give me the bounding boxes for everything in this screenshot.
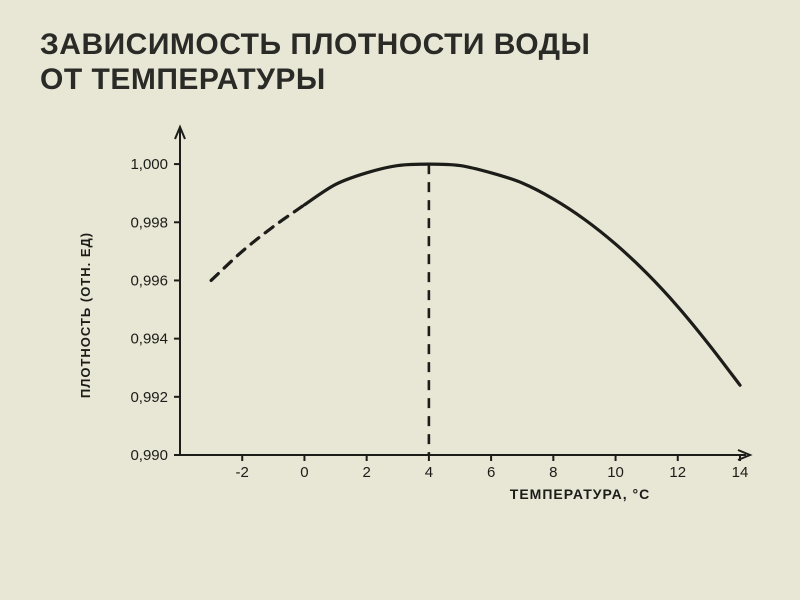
y-tick-label: 0,990 xyxy=(130,447,168,464)
x-tick-label: 8 xyxy=(549,464,557,481)
x-tick-label: 2 xyxy=(362,464,370,481)
x-axis-label: ТЕМПЕРАТУРА, °С xyxy=(510,486,650,502)
y-tick-label: 1,000 xyxy=(130,156,168,173)
y-tick-label: 0,994 xyxy=(130,331,168,348)
density-chart: 0,990 0,992 0,994 0,996 0,998 1,000 -2 0 2 4 6 8 10 1… xyxy=(40,115,760,545)
y-tick-label: 0,998 xyxy=(130,214,168,231)
page-title: ЗАВИСИМОСТЬ ПЛОТНОСТИ ВОДЫ ОТ ТЕМПЕРАТУР… xyxy=(40,28,764,97)
title-line-1: ЗАВИСИМОСТЬ ПЛОТНОСТИ ВОДЫ xyxy=(40,28,590,61)
x-tick-label: 6 xyxy=(487,464,495,481)
x-tick-label: 10 xyxy=(607,464,624,481)
x-tick-label: 0 xyxy=(300,464,308,481)
chart-svg: 0,990 0,992 0,994 0,996 0,998 1,000 -2 0 2 4 6 8 10 1… xyxy=(40,115,760,545)
y-tick-label: 0,996 xyxy=(130,272,168,289)
title-line-2: ОТ ТЕМПЕРАТУРЫ xyxy=(40,63,326,96)
page: ЗАВИСИМОСТЬ ПЛОТНОСТИ ВОДЫ ОТ ТЕМПЕРАТУР… xyxy=(0,0,800,600)
y-axis-label: ПЛОТНОСТЬ (ОТН. ЕД) xyxy=(78,232,93,398)
x-tick-label: 14 xyxy=(732,464,749,481)
x-tick-label: 4 xyxy=(425,464,433,481)
y-tick-label: 0,992 xyxy=(130,389,168,406)
density-curve-dashed xyxy=(211,205,304,281)
density-curve xyxy=(304,164,740,385)
x-tick-label: -2 xyxy=(236,464,249,481)
x-tick-label: 12 xyxy=(669,464,686,481)
